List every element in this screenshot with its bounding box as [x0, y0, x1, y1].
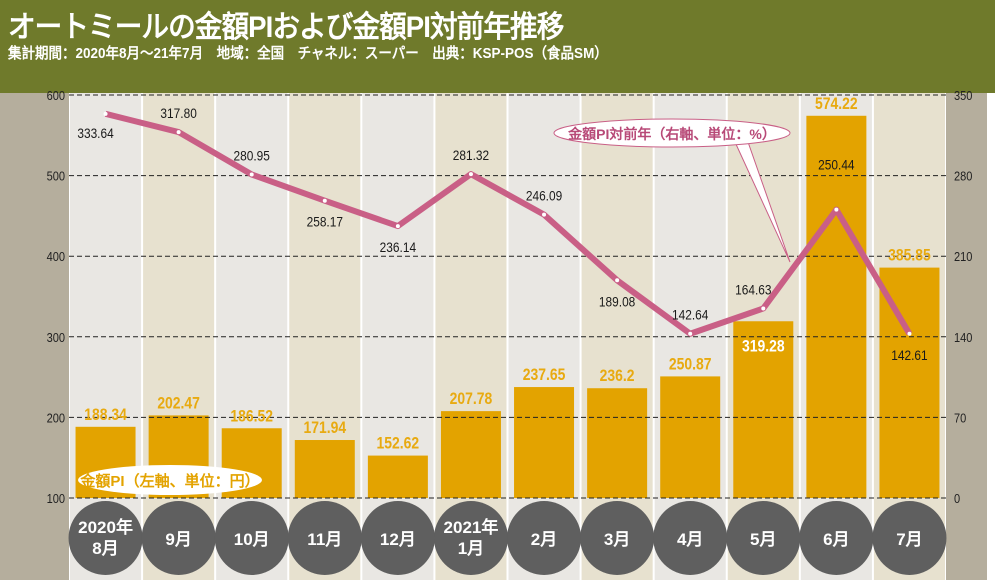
line-value-label: 250.44: [818, 157, 854, 173]
bar-value-label: 574.22: [815, 95, 858, 114]
line-value-label: 317.80: [160, 105, 196, 121]
line-value-label: 280.95: [234, 148, 270, 164]
bar-value-label: 186.52: [230, 407, 273, 426]
bar-value-label: 171.94: [303, 419, 346, 438]
left-axis-band: [0, 93, 69, 580]
month-circle: [726, 501, 801, 575]
month-label: 4月: [677, 530, 703, 549]
bar-value-label: 385.85: [888, 246, 931, 265]
bar-value-label: 207.78: [450, 390, 493, 409]
left-tick-label: 500: [47, 169, 66, 184]
line-point: [542, 212, 547, 217]
month-circle: [433, 501, 508, 575]
month-circle: [360, 501, 435, 575]
month-label: 10月: [234, 530, 270, 549]
header-banner: オートミールの金額PIおよび金額PI対前年推移 集計期間：2020年8月～21年…: [0, 0, 995, 93]
right-tick-label: 210: [954, 249, 973, 264]
left-tick-label: 100: [47, 491, 66, 506]
bar-5: [440, 411, 501, 498]
left-tick-label: 600: [47, 88, 66, 103]
line-value-label: 246.09: [526, 188, 562, 204]
line-value-label: 236.14: [380, 239, 416, 255]
bar-legend-label: 金額PI（左軸、単位：円）: [79, 472, 259, 490]
month-label: 12月: [380, 530, 416, 549]
right-tick-label: 70: [954, 411, 967, 426]
line-point: [907, 331, 912, 336]
month-circle: [141, 501, 216, 575]
bar-11: [879, 267, 940, 498]
month-circle: [214, 501, 289, 575]
line-point: [322, 198, 327, 203]
month-circle: [68, 501, 143, 575]
line-value-label: 142.61: [891, 347, 927, 363]
right-axis-band: [946, 93, 987, 580]
month-circle: [872, 501, 947, 575]
line-value-label: 281.32: [453, 147, 489, 163]
month-label: 7月: [896, 530, 922, 549]
line-legend-label: 金額PI対前年（右軸、単位：%）: [567, 126, 776, 142]
chart-subtitle: 集計期間：2020年8月～21年7月 地域：全国 チャネル：スーパー 出典：KS…: [8, 45, 608, 62]
left-tick-label: 300: [47, 330, 66, 345]
bar-value-label: 236.2: [600, 367, 635, 386]
line-legend-bubble: [553, 118, 791, 148]
line-point: [688, 331, 693, 336]
line-series: [104, 110, 913, 337]
bar-10: [806, 115, 867, 498]
month-circle: [799, 501, 874, 575]
month-circle: [287, 501, 362, 575]
line-value-label: 189.08: [599, 293, 635, 309]
bar-8: [660, 376, 721, 498]
month-circle: [653, 501, 728, 575]
month-label: 6月: [823, 530, 849, 549]
bar-4: [367, 455, 428, 498]
line-value-label: 164.63: [735, 282, 771, 298]
line-point: [834, 207, 839, 212]
line-point: [103, 111, 108, 116]
month-circle: [580, 501, 655, 575]
column-background: [143, 93, 215, 580]
line-point: [176, 130, 181, 135]
chart-title: オートミールの金額PIおよび金額PI対前年推移: [8, 11, 564, 44]
bar-value-label: 188.34: [84, 406, 127, 425]
left-tick-label: 200: [47, 411, 66, 426]
right-tick-label: 280: [954, 169, 973, 184]
bar-value-label: 202.47: [157, 394, 200, 413]
month-label: 2021年 1月: [444, 517, 499, 558]
bar-6: [514, 387, 575, 498]
bar-value-label: 152.62: [377, 434, 420, 453]
left-tick-label: 400: [47, 249, 66, 264]
month-label: 2月: [531, 530, 557, 549]
right-tick-label: 0: [954, 491, 960, 506]
bar-value-label: 250.87: [669, 355, 712, 374]
month-label: 11月: [307, 530, 342, 549]
bar-value-label: 319.28: [742, 337, 785, 356]
month-label: 9月: [165, 530, 191, 549]
right-tick-label: 140: [954, 330, 973, 345]
line-point: [395, 224, 400, 229]
line-point: [761, 306, 766, 311]
right-tick-label: 350: [954, 88, 973, 103]
bar-legend-bubble: [78, 465, 262, 495]
month-label: 2020年 8月: [78, 517, 133, 558]
bar-7: [587, 388, 648, 498]
line-value-label: 333.64: [77, 125, 113, 141]
line-value-label: 258.17: [307, 214, 343, 230]
bar-3: [294, 440, 355, 498]
month-label: 3月: [604, 530, 630, 549]
line-point: [468, 172, 473, 177]
line-value-label: 142.64: [672, 307, 708, 323]
month-circle: [507, 501, 582, 575]
line-point: [615, 278, 620, 283]
bar-9: [733, 321, 794, 498]
month-label: 5月: [750, 530, 776, 549]
line-point: [249, 172, 254, 177]
bar-value-label: 237.65: [523, 366, 566, 385]
